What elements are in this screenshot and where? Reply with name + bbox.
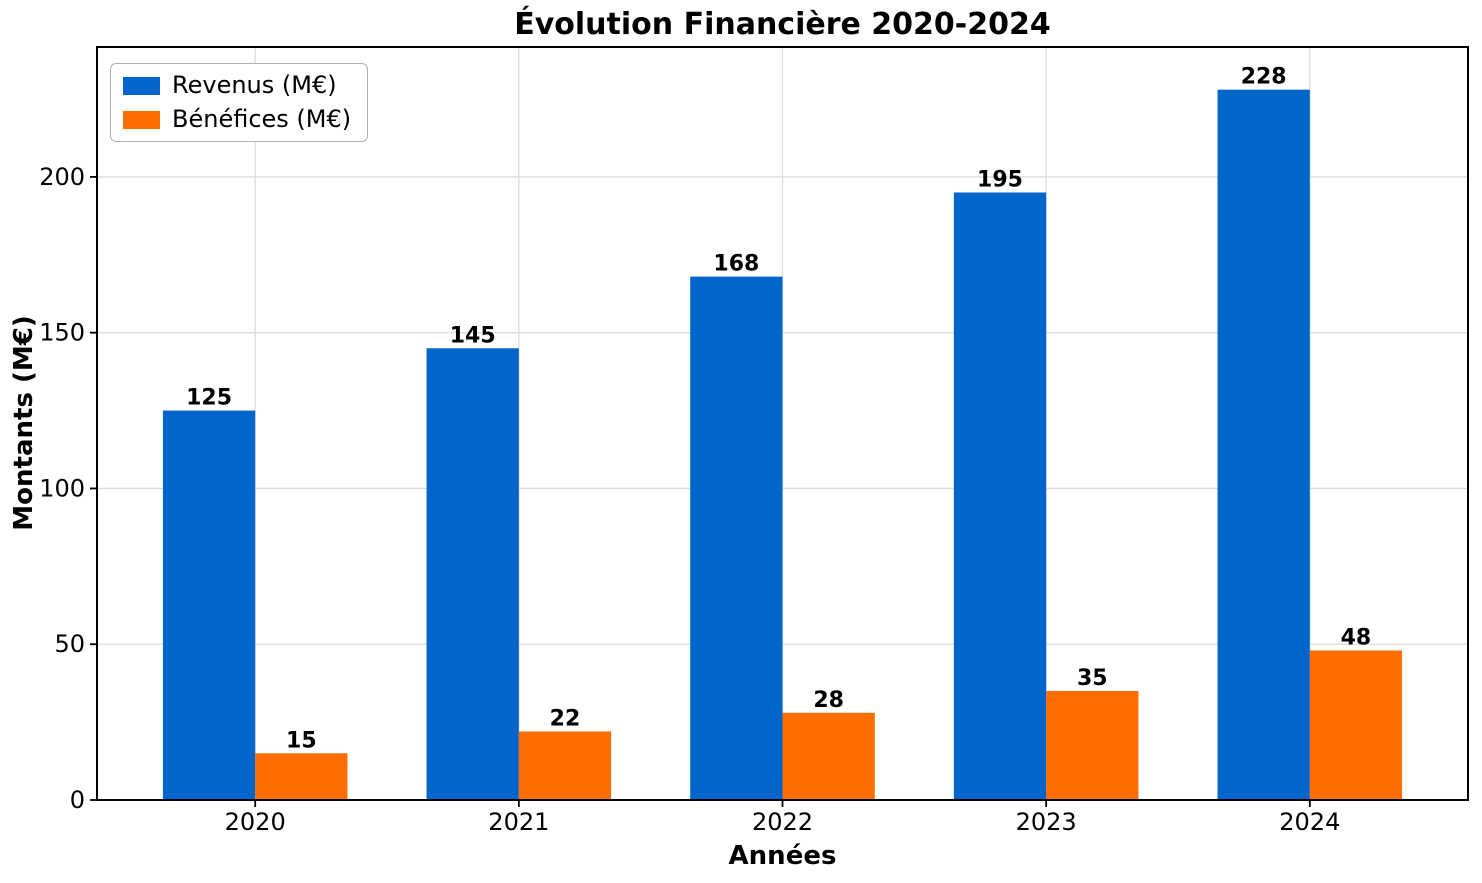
bar-value-label: 35 bbox=[1077, 666, 1108, 691]
y-axis-label: Montants (M€) bbox=[9, 315, 39, 531]
bar-revenus-2022 bbox=[690, 276, 783, 800]
bar-value-label: 145 bbox=[450, 323, 496, 348]
x-axis-label: Années bbox=[728, 841, 837, 871]
legend-label-revenus: Revenus (M€) bbox=[172, 71, 337, 99]
x-tick-label: 2022 bbox=[752, 808, 813, 836]
legend: Revenus (M€) Bénéfices (M€) bbox=[110, 63, 369, 142]
bar-benefices-2024 bbox=[1309, 650, 1403, 800]
y-tick-label: 100 bbox=[39, 474, 85, 502]
x-tick-label: 2024 bbox=[1279, 808, 1340, 836]
legend-swatch-revenus bbox=[123, 76, 160, 95]
bar-value-label: 195 bbox=[977, 167, 1023, 192]
legend-label-benefices: Bénéfices (M€) bbox=[172, 105, 352, 133]
bar-value-label: 15 bbox=[286, 728, 317, 753]
bar-revenus-2024 bbox=[1217, 89, 1310, 801]
bar-benefices-2022 bbox=[782, 712, 875, 800]
bar-value-label: 28 bbox=[813, 688, 844, 713]
bar-benefices-2021 bbox=[518, 731, 612, 800]
legend-item-revenus: Revenus (M€) bbox=[123, 72, 351, 99]
x-tick-label: 2021 bbox=[488, 808, 549, 836]
y-tick-label: 50 bbox=[54, 630, 85, 658]
bar-value-label: 22 bbox=[550, 706, 581, 731]
bar-benefices-2020 bbox=[255, 753, 348, 800]
bar-revenus-2023 bbox=[953, 192, 1047, 800]
bar-value-label: 48 bbox=[1341, 625, 1372, 650]
bar-benefices-2023 bbox=[1046, 690, 1139, 800]
y-tick-label: 200 bbox=[39, 163, 85, 191]
y-tick-label: 150 bbox=[39, 319, 85, 347]
bar-revenus-2021 bbox=[426, 348, 519, 800]
bar-value-label: 168 bbox=[713, 252, 759, 277]
bar-value-label: 228 bbox=[1241, 65, 1287, 90]
bar-revenus-2020 bbox=[162, 410, 256, 800]
x-tick-label: 2020 bbox=[225, 808, 286, 836]
legend-item-benefices: Bénéfices (M€) bbox=[123, 106, 351, 133]
x-tick-label: 2023 bbox=[1016, 808, 1077, 836]
bar-value-label: 125 bbox=[186, 386, 232, 411]
y-tick-label: 0 bbox=[70, 786, 85, 814]
legend-swatch-benefices bbox=[123, 110, 160, 129]
chart-title: Évolution Financière 2020-2024 bbox=[514, 7, 1051, 42]
